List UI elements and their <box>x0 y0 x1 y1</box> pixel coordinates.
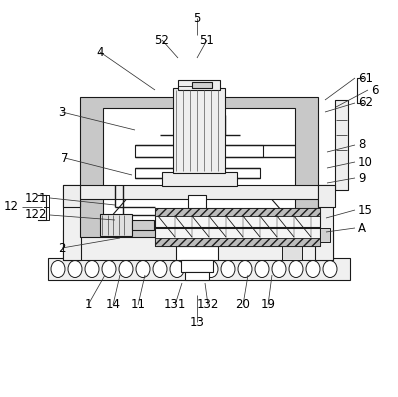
Ellipse shape <box>170 260 184 278</box>
Text: A: A <box>358 222 366 235</box>
Bar <box>63 230 333 260</box>
Text: 132: 132 <box>197 299 219 312</box>
Bar <box>335 100 348 190</box>
Text: 3: 3 <box>59 106 66 118</box>
Text: 52: 52 <box>154 33 170 46</box>
Text: 5: 5 <box>193 12 201 25</box>
Bar <box>205 145 263 157</box>
Bar <box>318 185 335 207</box>
Ellipse shape <box>323 260 337 278</box>
Bar <box>173 88 225 173</box>
Ellipse shape <box>289 260 303 278</box>
Text: 1: 1 <box>84 299 92 312</box>
Ellipse shape <box>255 260 269 278</box>
Ellipse shape <box>153 260 167 278</box>
Text: 11: 11 <box>131 299 146 312</box>
Text: 19: 19 <box>261 299 275 312</box>
Bar <box>100 214 132 236</box>
Text: 122: 122 <box>25 208 47 222</box>
Bar <box>63 185 80 207</box>
Bar <box>48 258 350 280</box>
Bar <box>282 244 302 260</box>
Ellipse shape <box>306 260 320 278</box>
Bar <box>155 208 320 216</box>
Bar <box>155 208 320 246</box>
Bar <box>80 185 318 199</box>
Bar <box>155 238 320 246</box>
Ellipse shape <box>85 260 99 278</box>
Bar <box>185 272 209 280</box>
Bar <box>80 97 318 237</box>
Text: 10: 10 <box>358 156 373 168</box>
Bar <box>178 80 220 90</box>
Text: 20: 20 <box>236 299 250 312</box>
Bar <box>135 145 193 157</box>
Bar <box>63 185 81 260</box>
Ellipse shape <box>119 260 133 278</box>
Polygon shape <box>103 195 295 226</box>
Ellipse shape <box>68 260 82 278</box>
Text: 14: 14 <box>105 299 121 312</box>
Bar <box>192 82 212 88</box>
Bar <box>320 228 330 242</box>
Ellipse shape <box>136 260 150 278</box>
Bar <box>176 246 218 260</box>
Ellipse shape <box>221 260 235 278</box>
Ellipse shape <box>238 260 252 278</box>
Ellipse shape <box>272 260 286 278</box>
Bar <box>103 108 295 226</box>
Ellipse shape <box>102 260 116 278</box>
Text: 8: 8 <box>358 139 365 152</box>
Bar <box>162 172 237 186</box>
Text: 131: 131 <box>164 299 186 312</box>
Text: 51: 51 <box>199 33 215 46</box>
Bar <box>135 168 260 178</box>
Text: 7: 7 <box>61 152 69 164</box>
Text: 13: 13 <box>189 316 205 328</box>
Text: 15: 15 <box>358 204 373 216</box>
Bar <box>181 260 213 272</box>
Text: 61: 61 <box>358 71 373 85</box>
Text: 121: 121 <box>25 191 47 204</box>
Ellipse shape <box>51 260 65 278</box>
Bar <box>315 185 333 260</box>
Ellipse shape <box>187 260 201 278</box>
Text: 9: 9 <box>358 172 365 185</box>
Text: 62: 62 <box>358 96 373 110</box>
Bar <box>188 195 206 209</box>
Text: 12: 12 <box>4 200 19 214</box>
Ellipse shape <box>204 260 218 278</box>
Text: 6: 6 <box>371 83 378 96</box>
Bar <box>132 220 154 230</box>
Text: 2: 2 <box>58 241 66 254</box>
Text: 4: 4 <box>96 46 104 58</box>
